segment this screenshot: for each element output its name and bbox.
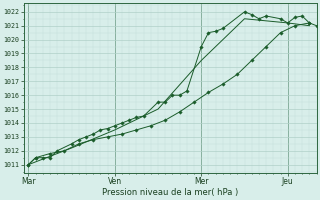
X-axis label: Pression niveau de la mer( hPa ): Pression niveau de la mer( hPa ): [102, 188, 238, 197]
